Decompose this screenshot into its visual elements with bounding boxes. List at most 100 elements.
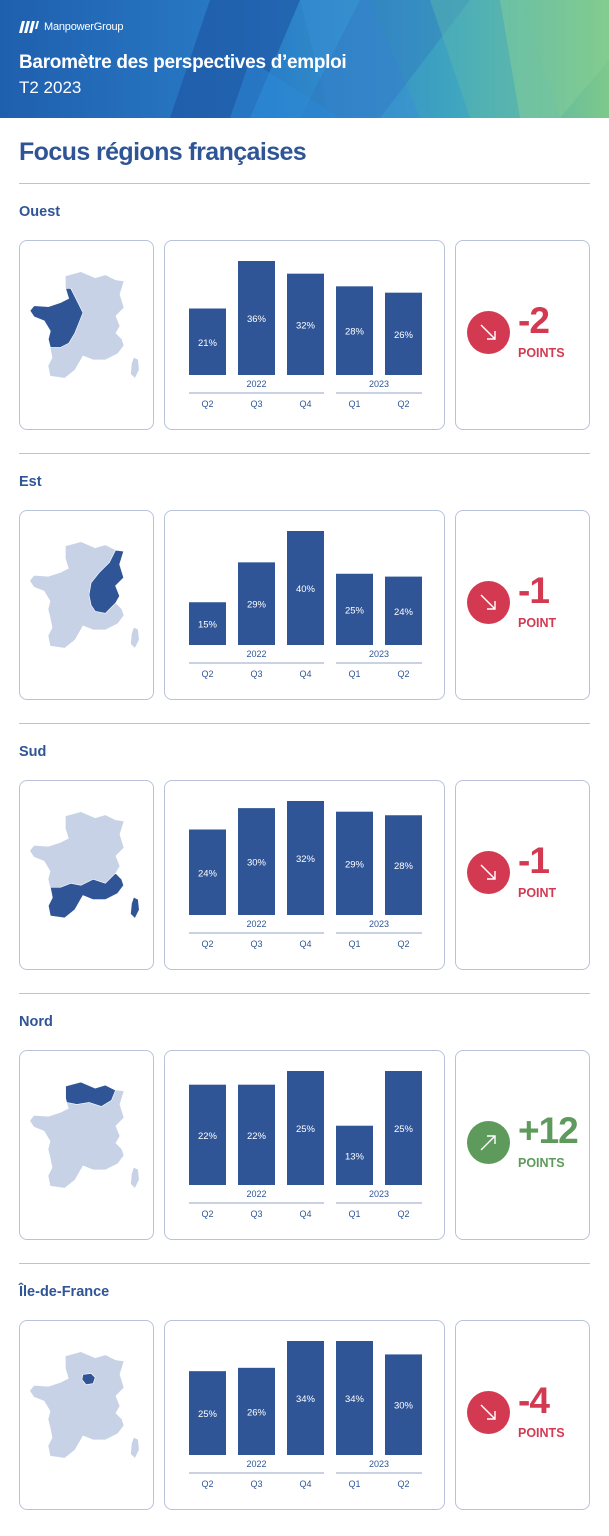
region-map-card	[19, 240, 154, 430]
delta-unit: POINTS	[518, 1156, 565, 1170]
bar-value-label: 29%	[345, 859, 365, 870]
region-highlight	[30, 288, 84, 348]
bar-value-label: 24%	[394, 607, 414, 618]
bar	[385, 576, 422, 645]
arrow-down-right-icon	[467, 1391, 510, 1434]
corsica-shape	[130, 897, 139, 918]
bar-value-label: 13%	[345, 1151, 365, 1162]
bar	[238, 562, 275, 645]
quarter-tick-label: Q3	[250, 1479, 262, 1489]
region-highlight	[81, 1373, 96, 1385]
quarter-tick-label: Q4	[299, 669, 311, 679]
delta-unit: POINTS	[518, 1426, 565, 1440]
brand-logo: ManpowerGroup	[19, 19, 124, 35]
quarter-tick-label: Q4	[299, 1209, 311, 1219]
bar	[189, 308, 226, 375]
quarter-tick-label: Q2	[201, 1479, 213, 1489]
quarter-tick-label: Q4	[299, 939, 311, 949]
region-name: Île-de-France	[19, 1284, 110, 1300]
bar	[238, 1367, 275, 1455]
section-divider	[19, 453, 590, 454]
bar-value-label: 22%	[247, 1131, 267, 1142]
bar-value-label: 25%	[296, 1124, 316, 1135]
bar-chart-card: 25% Q2 26% Q3 34% Q4 34% Q1 30% Q2 2022 2023	[164, 1320, 445, 1510]
bar	[336, 1125, 373, 1185]
france-map-icon	[30, 272, 139, 378]
manpower-logo-icon	[19, 21, 39, 33]
bar	[238, 261, 275, 375]
trend-card: +12 POINTS	[455, 1050, 590, 1240]
region-section: Sud 24% Q2 30% Q3 32% Q4 29% Q1 28% Q2 2022 2023 -1 PO…	[0, 723, 609, 993]
bar-chart: 22% Q2 22% Q3 25% Q4 13% Q1 25% Q2 2022 2023	[189, 1071, 422, 1219]
bar-value-label: 25%	[394, 1124, 414, 1135]
trend-card: -4 POINTS	[455, 1320, 590, 1510]
section-divider	[19, 993, 590, 994]
bar	[385, 1354, 422, 1455]
bar	[238, 808, 275, 915]
quarter-tick-label: Q1	[348, 669, 360, 679]
bar	[336, 811, 373, 915]
bar-value-label: 24%	[198, 868, 218, 879]
delta-value: -4	[518, 1380, 550, 1421]
bar-chart: 24% Q2 30% Q3 32% Q4 29% Q1 28% Q2 2022 2023	[189, 801, 422, 949]
quarter-tick-label: Q2	[397, 939, 409, 949]
bar	[189, 602, 226, 645]
trend-card: -1 POINT	[455, 780, 590, 970]
bar-value-label: 40%	[296, 584, 316, 595]
header-title: Baromètre des perspectives d’emploi	[19, 52, 347, 73]
delta-unit: POINT	[518, 886, 557, 900]
bar	[189, 829, 226, 915]
region-section: Île-de-France 25% Q2 26% Q3 34% Q4 34% Q1 30% Q2 20…	[0, 1263, 609, 1533]
quarter-tick-label: Q4	[299, 399, 311, 409]
france-map-icon	[30, 542, 139, 648]
section-divider	[19, 1263, 590, 1264]
bar-value-label: 34%	[296, 1394, 316, 1405]
region-highlight	[88, 549, 125, 614]
region-map-card	[19, 510, 154, 700]
quarter-tick-label: Q1	[348, 399, 360, 409]
bar-chart: 25% Q2 26% Q3 34% Q4 34% Q1 30% Q2 2022 2023	[189, 1341, 422, 1489]
quarter-tick-label: Q3	[250, 399, 262, 409]
region-name: Est	[19, 474, 42, 490]
year-label: 2022	[246, 1459, 266, 1469]
quarter-tick-label: Q2	[397, 399, 409, 409]
header-background	[0, 0, 609, 118]
region-name: Ouest	[19, 204, 61, 220]
quarter-tick-label: Q2	[397, 669, 409, 679]
delta-value: -1	[518, 840, 550, 881]
region-name: Nord	[19, 1014, 53, 1030]
bar-value-label: 26%	[247, 1407, 267, 1418]
bar-value-label: 32%	[296, 854, 316, 865]
bar-value-label: 29%	[247, 600, 267, 611]
year-label: 2022	[246, 919, 266, 929]
bar	[287, 801, 324, 915]
year-label: 2023	[369, 1189, 389, 1199]
header-banner: ManpowerGroup Baromètre des perspectives…	[0, 0, 609, 118]
quarter-tick-label: Q2	[201, 399, 213, 409]
quarter-tick-label: Q1	[348, 939, 360, 949]
quarter-tick-label: Q4	[299, 1479, 311, 1489]
corsica-shape	[130, 357, 139, 378]
quarter-tick-label: Q2	[201, 669, 213, 679]
region-name: Sud	[19, 744, 47, 760]
bar-value-label: 34%	[345, 1394, 365, 1405]
bar	[238, 1084, 275, 1185]
france-outline	[30, 1352, 124, 1458]
bar-chart-card: 22% Q2 22% Q3 25% Q4 13% Q1 25% Q2 2022 2023	[164, 1050, 445, 1240]
header-subtitle: T2 2023	[19, 78, 82, 97]
bar	[287, 273, 324, 375]
bar	[336, 573, 373, 645]
bar-chart-card: 24% Q2 30% Q3 32% Q4 29% Q1 28% Q2 2022 2023	[164, 780, 445, 970]
delta-value: -1	[518, 570, 550, 611]
bar	[336, 1341, 373, 1455]
bar-value-label: 22%	[198, 1131, 218, 1142]
quarter-tick-label: Q2	[397, 1479, 409, 1489]
bar	[385, 1071, 422, 1185]
bar-chart-card: 15% Q2 29% Q3 40% Q4 25% Q1 24% Q2 2022 2023	[164, 510, 445, 700]
bar-value-label: 30%	[247, 858, 267, 869]
france-map-icon	[30, 1081, 139, 1188]
bar	[189, 1084, 226, 1185]
region-highlight	[65, 1081, 116, 1107]
delta-unit: POINTS	[518, 346, 565, 360]
bar-value-label: 21%	[198, 338, 218, 349]
